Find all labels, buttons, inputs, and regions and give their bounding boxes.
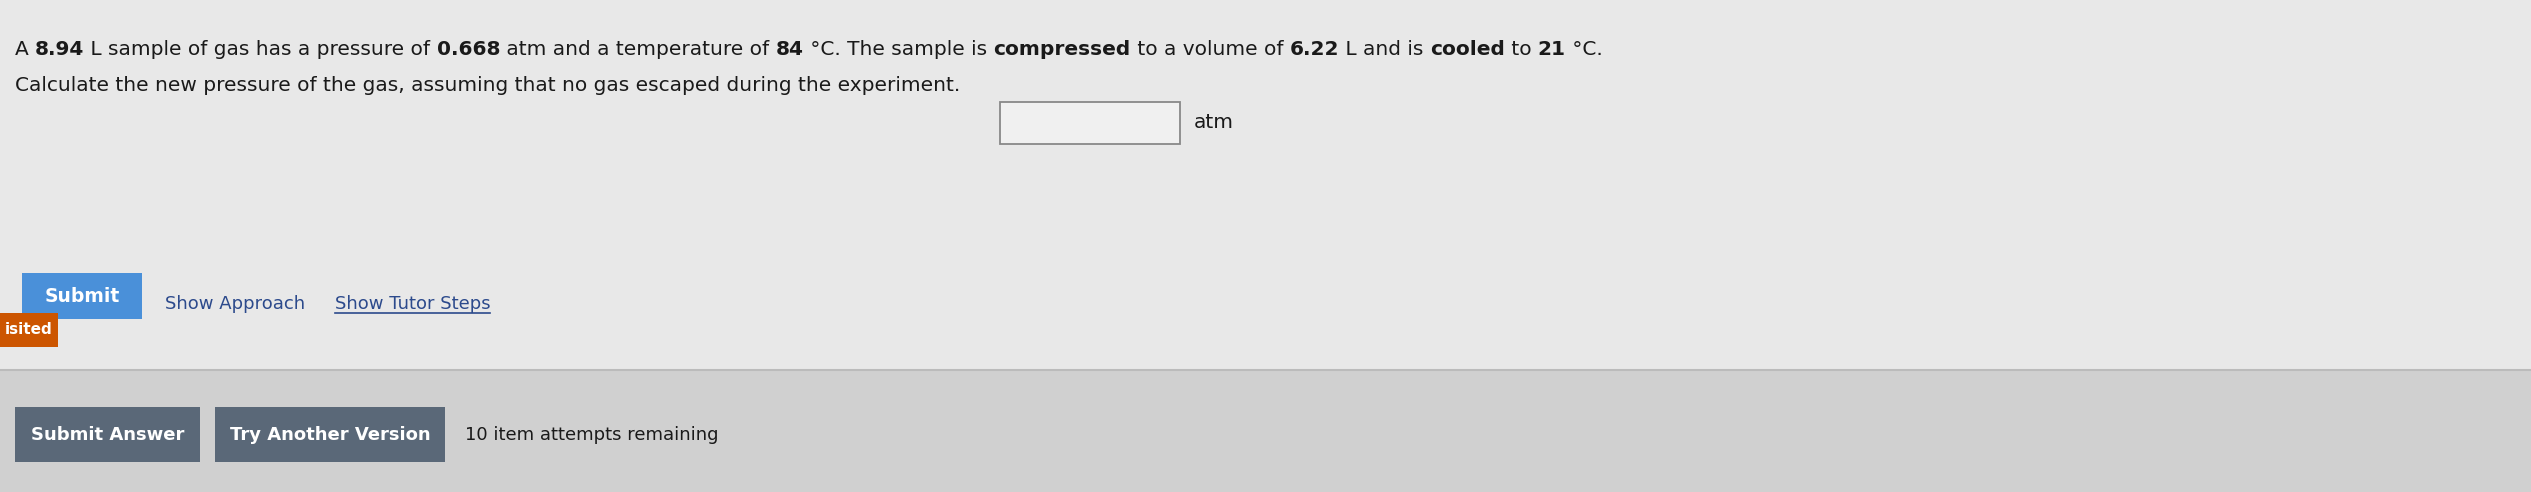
Text: 84: 84 (777, 40, 805, 59)
Text: 21: 21 (1539, 40, 1567, 59)
Text: to a volume of: to a volume of (1131, 40, 1288, 59)
Text: 6.22: 6.22 (1288, 40, 1339, 59)
Text: Show Tutor Steps: Show Tutor Steps (334, 295, 491, 313)
Text: 10 item attempts remaining: 10 item attempts remaining (466, 426, 719, 443)
Text: 8.94: 8.94 (35, 40, 84, 59)
FancyBboxPatch shape (23, 273, 142, 319)
Text: 0.668: 0.668 (438, 40, 501, 59)
Text: Submit: Submit (46, 286, 119, 306)
Text: L sample of gas has a pressure of: L sample of gas has a pressure of (84, 40, 438, 59)
Text: Try Another Version: Try Another Version (230, 426, 430, 443)
Text: °C. The sample is: °C. The sample is (805, 40, 992, 59)
Text: cooled: cooled (1430, 40, 1503, 59)
Text: atm: atm (1195, 114, 1235, 132)
FancyBboxPatch shape (1000, 102, 1179, 144)
Text: Submit Answer: Submit Answer (30, 426, 185, 443)
FancyBboxPatch shape (215, 407, 445, 462)
Text: isited: isited (5, 322, 53, 338)
Text: atm and a temperature of: atm and a temperature of (501, 40, 777, 59)
FancyBboxPatch shape (0, 370, 2531, 492)
FancyBboxPatch shape (0, 313, 58, 347)
FancyBboxPatch shape (0, 0, 2531, 370)
Text: compressed: compressed (992, 40, 1131, 59)
Text: A: A (15, 40, 35, 59)
FancyBboxPatch shape (15, 407, 200, 462)
Text: Calculate the new pressure of the gas, assuming that no gas escaped during the e: Calculate the new pressure of the gas, a… (15, 76, 959, 95)
Text: Show Approach: Show Approach (165, 295, 306, 313)
Text: to: to (1503, 40, 1539, 59)
Text: °C.: °C. (1567, 40, 1602, 59)
Text: L and is: L and is (1339, 40, 1430, 59)
